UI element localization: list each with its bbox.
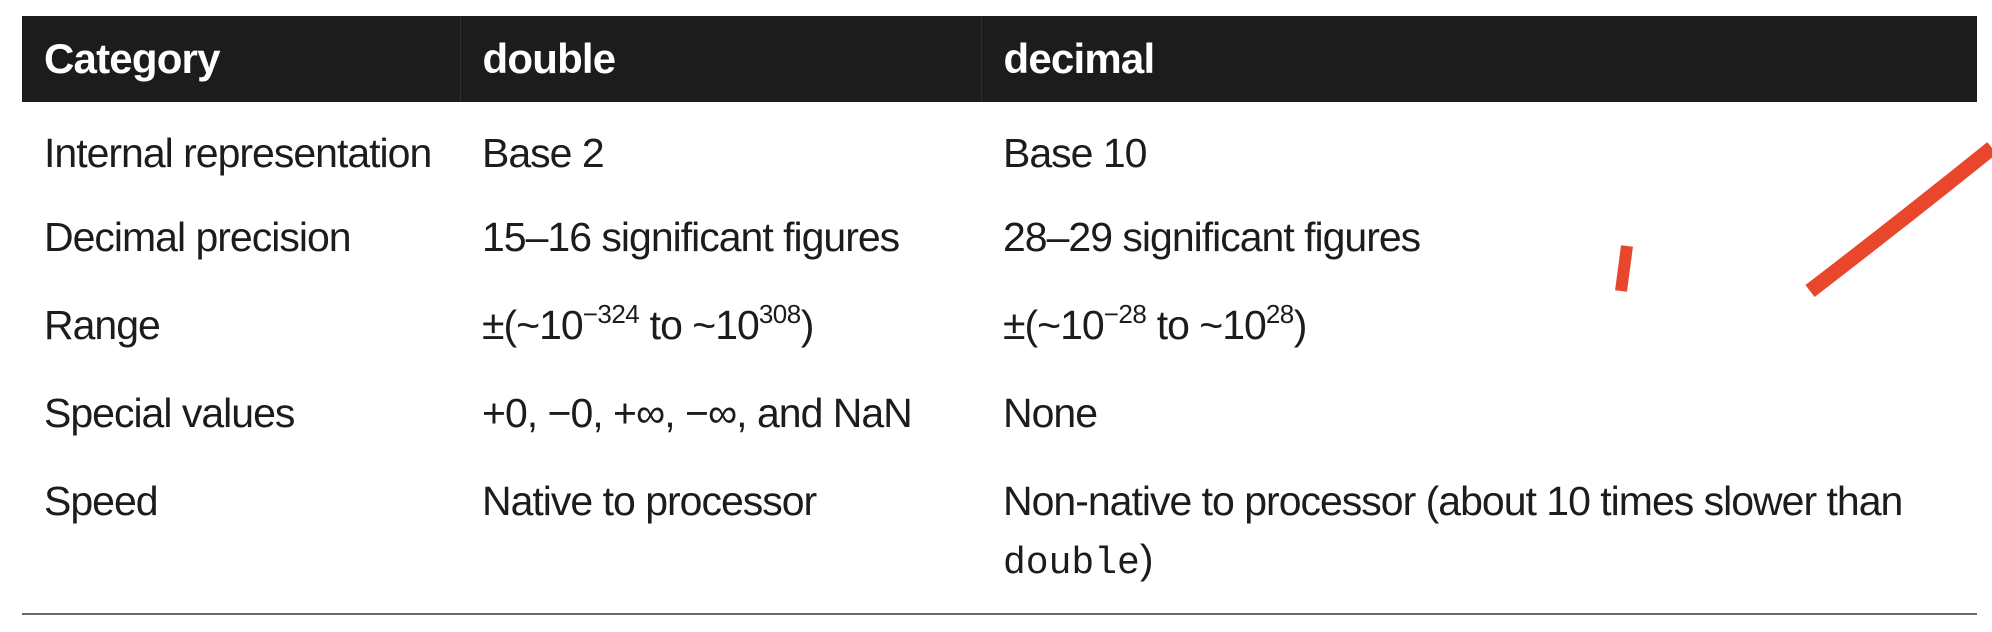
range-middle: to ~10: [639, 302, 760, 348]
range-exponent-low: −324: [582, 299, 640, 329]
cell-category: Range: [44, 302, 161, 348]
speed-text: Non-native to processor (about 10 times …: [1003, 478, 1903, 524]
cell-category: Special values: [44, 390, 295, 436]
comparison-table: Category double decimal Internal represe…: [22, 16, 1977, 615]
table-body: Internal representation Base 2 Base 10 D…: [22, 102, 1977, 614]
cell-category: Internal representation: [44, 130, 432, 176]
cell-double: Native to processor: [482, 478, 817, 524]
table-row: Range ±(~10−324 to ~10308) ±(~10−28 to ~…: [22, 274, 1977, 362]
range-exponent-high: 308: [758, 299, 801, 329]
range-prefix: ±(~10: [482, 302, 584, 348]
cell-decimal: Base 10: [1003, 130, 1147, 176]
range-exponent-high: 28: [1265, 299, 1294, 329]
cell-double: +0, −0, +∞, −∞, and NaN: [482, 390, 913, 436]
cell-category: Decimal precision: [44, 214, 352, 260]
table-row: Speed Native to processor Non-native to …: [22, 450, 1977, 614]
cell-double-range: ±(~10−324 to ~10308): [460, 274, 981, 362]
range-middle: to ~10: [1146, 302, 1267, 348]
speed-suffix: ): [1139, 536, 1154, 582]
range-prefix: ±(~10: [1003, 302, 1105, 348]
cell-category: Speed: [44, 478, 159, 524]
table-row: Internal representation Base 2 Base 10: [22, 102, 1977, 186]
cell-decimal-range: ±(~10−28 to ~1028): [981, 274, 1977, 362]
cell-decimal: None: [1003, 390, 1098, 436]
range-exponent-low: −28: [1103, 299, 1147, 329]
comparison-table-container: Category double decimal Internal represe…: [22, 16, 1977, 615]
cell-double: Base 2: [482, 130, 605, 176]
range-suffix: ): [800, 302, 815, 348]
range-suffix: ): [1293, 302, 1308, 348]
header-double: double: [460, 16, 982, 102]
speed-code-keyword: double: [1003, 542, 1140, 585]
cell-decimal: 28–29 significant figures: [1003, 214, 1421, 260]
header-category: Category: [22, 16, 461, 102]
table-row: Special values +0, −0, +∞, −∞, and NaN N…: [22, 362, 1977, 450]
table-header: Category double decimal: [22, 16, 1977, 102]
header-row: Category double decimal: [22, 16, 1977, 102]
cell-decimal-speed: Non-native to processor (about 10 times …: [981, 450, 1977, 614]
table-row: Decimal precision 15–16 significant figu…: [22, 186, 1977, 274]
cell-double: 15–16 significant figures: [482, 214, 900, 260]
header-decimal: decimal: [1003, 35, 1156, 82]
